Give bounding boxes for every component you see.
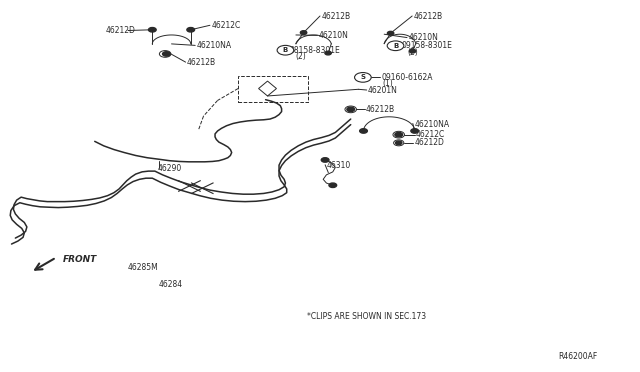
Text: 46210NA: 46210NA — [415, 120, 450, 129]
Text: 09158-8301E: 09158-8301E — [401, 41, 452, 50]
Text: 46310: 46310 — [326, 161, 351, 170]
Text: 46210N: 46210N — [319, 31, 349, 40]
Text: (2): (2) — [296, 52, 307, 61]
Circle shape — [277, 45, 294, 55]
Bar — [238, 76, 308, 102]
Text: 09160-6162A: 09160-6162A — [381, 73, 433, 82]
Text: 46212B: 46212B — [321, 12, 351, 21]
Circle shape — [329, 183, 337, 187]
Text: R46200AF: R46200AF — [558, 352, 597, 361]
Text: 46212C: 46212C — [211, 21, 241, 30]
Text: FRONT: FRONT — [63, 255, 97, 264]
Circle shape — [321, 158, 329, 162]
Text: 46212D: 46212D — [415, 138, 445, 147]
Text: 46212D: 46212D — [106, 26, 136, 35]
Circle shape — [163, 52, 170, 56]
Text: (1): (1) — [383, 79, 394, 88]
Circle shape — [187, 28, 195, 32]
Text: B: B — [283, 47, 288, 53]
Text: 46285M: 46285M — [128, 263, 159, 272]
Text: 46212B: 46212B — [187, 58, 216, 67]
Text: 46212B: 46212B — [413, 12, 443, 21]
Text: *CLIPS ARE SHOWN IN SEC.173: *CLIPS ARE SHOWN IN SEC.173 — [307, 312, 426, 321]
Text: 46210N: 46210N — [408, 33, 438, 42]
Circle shape — [300, 31, 307, 35]
Text: 08158-8301E: 08158-8301E — [290, 46, 340, 55]
Text: 46201N: 46201N — [368, 86, 398, 94]
Circle shape — [387, 41, 404, 51]
Text: 46212C: 46212C — [416, 130, 445, 139]
Text: 46210NA: 46210NA — [197, 41, 232, 50]
Circle shape — [395, 132, 403, 137]
Text: S: S — [360, 74, 365, 80]
Circle shape — [347, 107, 355, 112]
Circle shape — [396, 141, 402, 145]
Circle shape — [360, 129, 367, 133]
Text: (2): (2) — [407, 48, 418, 57]
Circle shape — [355, 73, 371, 82]
Circle shape — [411, 129, 419, 133]
Circle shape — [410, 49, 416, 53]
Text: 46284: 46284 — [159, 280, 183, 289]
Text: B: B — [393, 43, 398, 49]
Circle shape — [387, 31, 394, 35]
Text: 46212B: 46212B — [366, 105, 396, 114]
Text: 46290: 46290 — [158, 164, 182, 173]
Circle shape — [148, 28, 156, 32]
Circle shape — [325, 51, 332, 55]
